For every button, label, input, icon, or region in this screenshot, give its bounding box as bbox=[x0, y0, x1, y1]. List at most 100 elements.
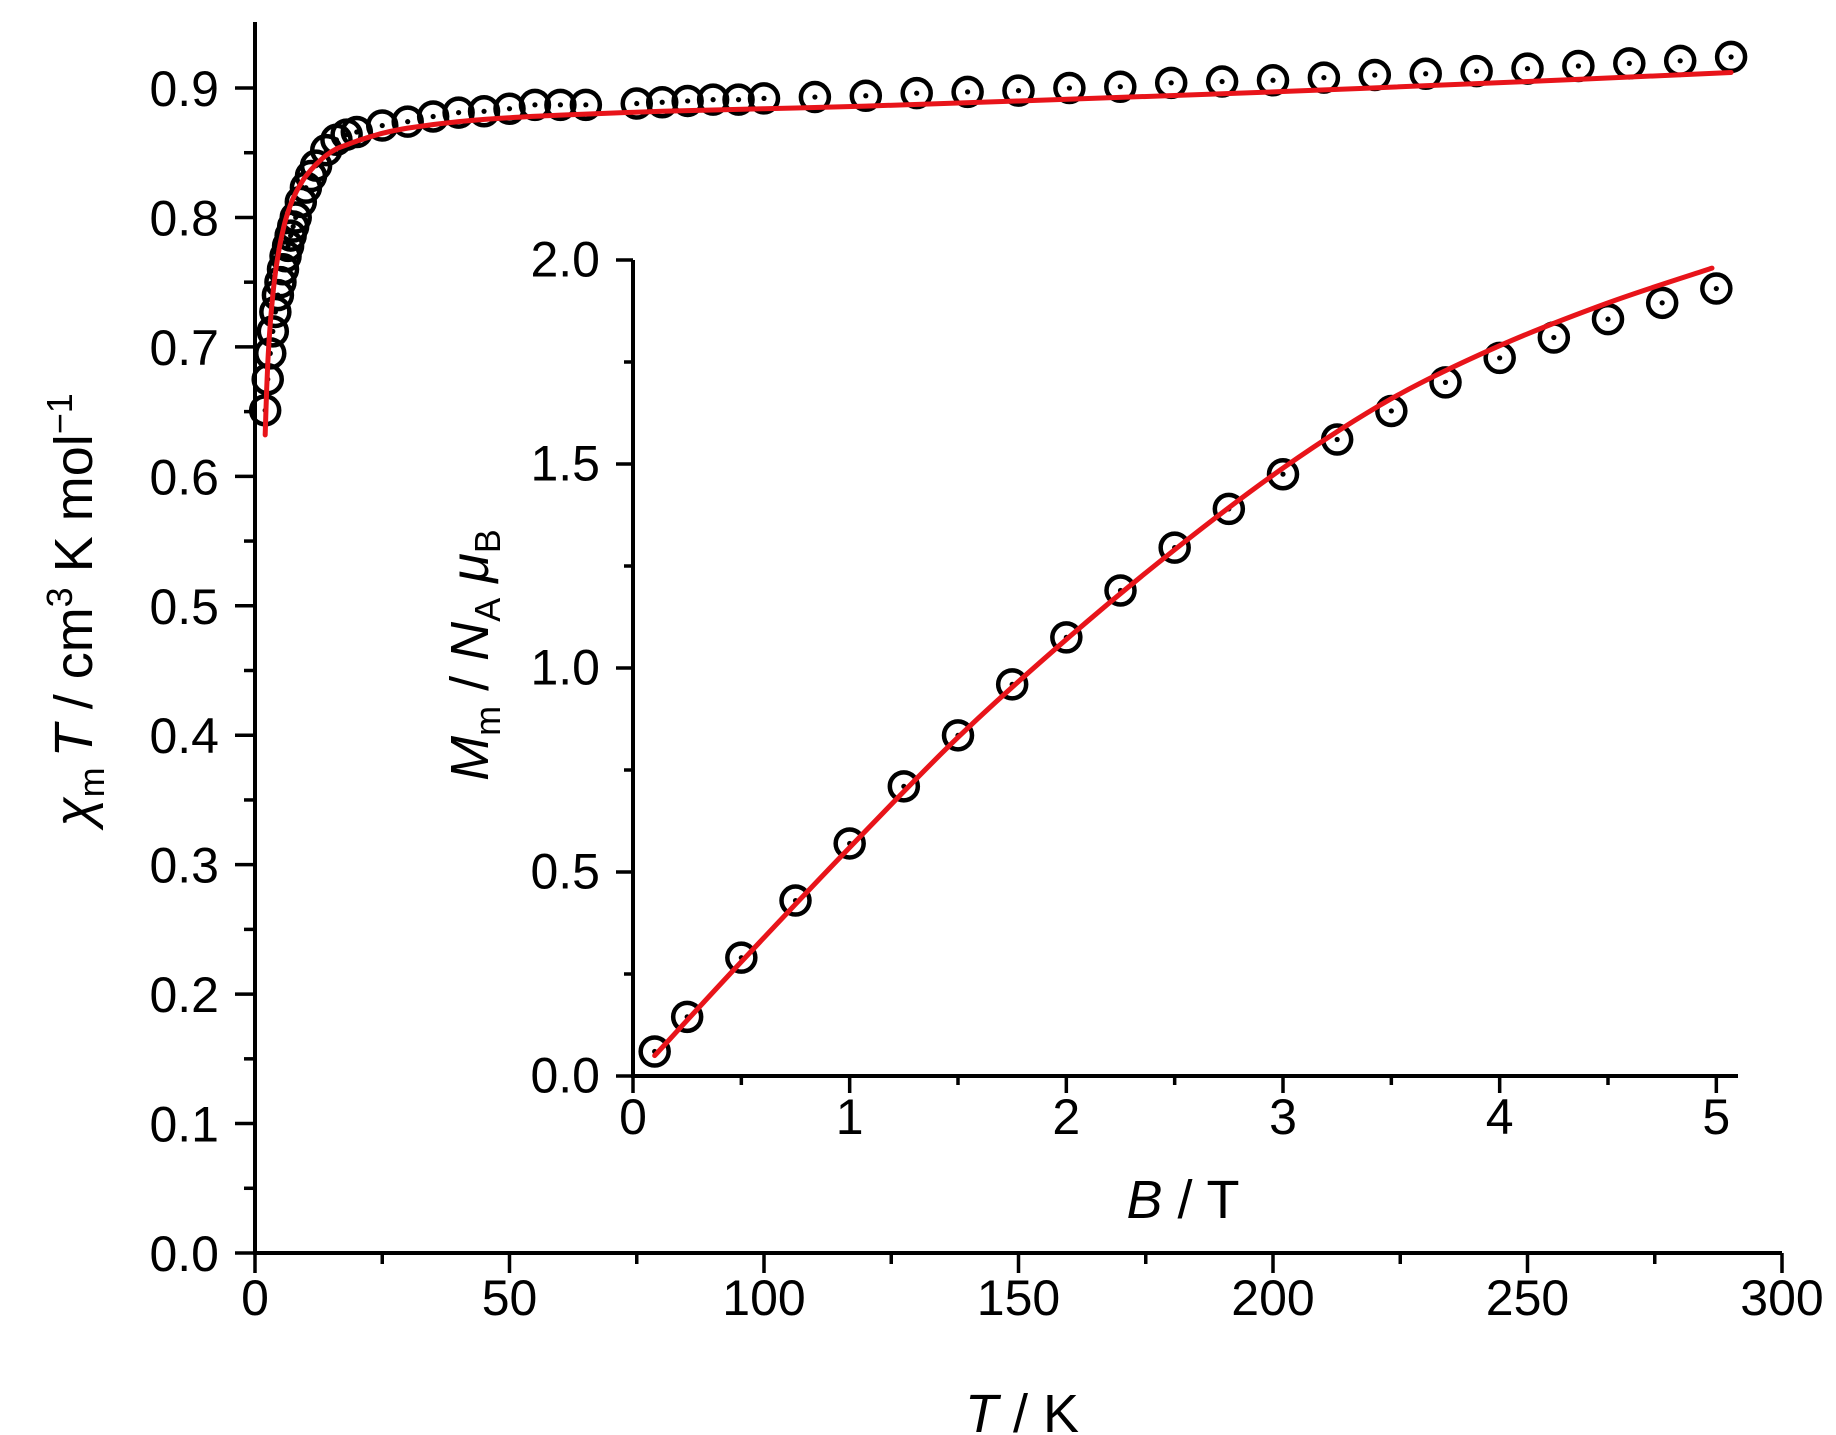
main-y-tick-label: 0.5 bbox=[149, 579, 219, 635]
main-marker-dot bbox=[288, 232, 294, 239]
main-marker-ring bbox=[900, 76, 933, 110]
inset-marker-dot bbox=[1497, 355, 1503, 361]
main-x-tick-label: 250 bbox=[1486, 1270, 1569, 1326]
inset-marker-ring bbox=[725, 941, 758, 974]
main-marker-ring bbox=[747, 82, 781, 115]
main-data-point bbox=[951, 75, 984, 109]
main-x-axis-title: T / K bbox=[965, 1384, 1079, 1435]
main-x-tick-label: 300 bbox=[1740, 1270, 1823, 1326]
main-data-point bbox=[1562, 49, 1595, 83]
inset-marker-dot bbox=[1659, 300, 1665, 306]
inset-marker-ring bbox=[1266, 457, 1300, 491]
main-marker-dot bbox=[1168, 80, 1174, 86]
inset-data-markers bbox=[638, 272, 1733, 1068]
main-y-tick-label: 0.1 bbox=[149, 1097, 219, 1153]
inset-marker-ring bbox=[1158, 531, 1191, 564]
main-marker-dot bbox=[379, 122, 385, 129]
inset-x-tick-label: 4 bbox=[1486, 1089, 1514, 1145]
main-marker-ring bbox=[722, 83, 755, 116]
inset-marker-dot bbox=[1442, 379, 1449, 385]
main-data-point bbox=[645, 85, 679, 119]
inset-marker-ring bbox=[941, 719, 975, 752]
inset-y-tick-label: 2.0 bbox=[530, 232, 600, 288]
inset-marker-ring bbox=[670, 1000, 704, 1034]
main-y-tick-label: 0.0 bbox=[149, 1226, 219, 1282]
main-marker-dot bbox=[812, 94, 818, 100]
main-marker-ring bbox=[849, 79, 883, 113]
inset-marker-dot bbox=[1334, 436, 1340, 443]
inset-data-point bbox=[833, 827, 866, 860]
main-marker-dot bbox=[1372, 72, 1378, 78]
main-x-tick-label: 100 bbox=[722, 1270, 805, 1326]
main-marker-dot bbox=[354, 129, 360, 135]
main-y-tick-label: 0.4 bbox=[149, 708, 219, 764]
main-y-tick-label: 0.3 bbox=[149, 838, 219, 894]
main-marker-dot bbox=[430, 113, 436, 120]
main-data-point bbox=[696, 83, 730, 116]
main-marker-ring bbox=[279, 201, 312, 234]
main-marker-dot bbox=[1219, 78, 1225, 85]
main-data-point bbox=[722, 83, 755, 116]
inset-data-point bbox=[1700, 272, 1733, 305]
main-marker-dot bbox=[405, 119, 411, 125]
inset-marker-ring bbox=[779, 884, 812, 917]
main-marker-ring bbox=[442, 96, 475, 129]
inset-marker-dot bbox=[1713, 285, 1719, 292]
inset-x-tick-label: 3 bbox=[1269, 1089, 1297, 1145]
main-plot: 0 50 100 150 200 250 3000.00.10.20.30.40.50.60… bbox=[39, 22, 1824, 1435]
main-data-point bbox=[442, 96, 475, 129]
main-marker-ring bbox=[467, 95, 501, 128]
main-marker-dot bbox=[1728, 54, 1734, 60]
main-marker-dot bbox=[456, 109, 462, 116]
main-marker-ring bbox=[1104, 70, 1137, 103]
main-marker-ring bbox=[544, 88, 577, 122]
main-y-tick-label: 0.8 bbox=[149, 190, 219, 246]
main-marker-dot bbox=[634, 100, 640, 107]
main-marker-dot bbox=[914, 90, 920, 96]
main-marker-dot bbox=[1015, 87, 1022, 94]
inset-axes-lines bbox=[631, 260, 1738, 1078]
main-marker-dot bbox=[685, 98, 691, 104]
main-data-point bbox=[1154, 66, 1188, 100]
main-marker-ring bbox=[671, 84, 704, 118]
main-axes-lines bbox=[253, 22, 1782, 1255]
inset-x-tick-label: 5 bbox=[1702, 1089, 1730, 1145]
main-x-tick-label: 150 bbox=[977, 1270, 1060, 1326]
inset-marker-dot bbox=[1605, 316, 1611, 322]
inset-data-point bbox=[1645, 286, 1679, 320]
main-marker-ring bbox=[620, 87, 653, 120]
inset-plot: 0 1 2 3 4 5 0.0 0.5 1.0 1.5 2.0 B / T Mm / NA μB bbox=[440, 232, 1738, 1230]
main-marker-dot bbox=[1677, 58, 1683, 64]
main-marker-ring bbox=[951, 75, 984, 109]
main-marker-ring bbox=[569, 88, 603, 122]
main-marker-ring bbox=[1002, 74, 1035, 107]
main-marker-dot bbox=[1626, 60, 1632, 67]
inset-data-point bbox=[887, 770, 921, 803]
inset-x-tick-label: 2 bbox=[1052, 1089, 1080, 1145]
main-marker-dot bbox=[1270, 77, 1276, 83]
main-marker-dot bbox=[1474, 68, 1480, 74]
main-marker-ring bbox=[266, 252, 300, 286]
main-marker-dot bbox=[761, 95, 767, 101]
main-data-point bbox=[747, 82, 781, 115]
main-fit-line bbox=[262, 69, 1734, 438]
main-x-tick-label: 50 bbox=[482, 1270, 538, 1326]
main-data-point bbox=[1358, 58, 1392, 92]
main-data-point bbox=[1663, 44, 1697, 78]
main-marker-dot bbox=[710, 97, 716, 103]
inset-data-point bbox=[1591, 302, 1625, 336]
main-data-point bbox=[1104, 70, 1137, 103]
inset-marker-ring bbox=[887, 770, 921, 803]
inset-marker-dot bbox=[1551, 334, 1557, 341]
main-data-point bbox=[620, 87, 653, 120]
main-marker-dot bbox=[1321, 75, 1327, 81]
main-marker-dot bbox=[965, 89, 971, 95]
main-data-point bbox=[569, 88, 603, 122]
main-marker-dot bbox=[1524, 65, 1531, 72]
inset-y-tick-label: 1.0 bbox=[530, 640, 600, 696]
main-data-point bbox=[1002, 74, 1035, 107]
main-data-point bbox=[671, 84, 704, 118]
inset-fit-line bbox=[652, 265, 1715, 1059]
main-marker-dot bbox=[583, 102, 589, 108]
